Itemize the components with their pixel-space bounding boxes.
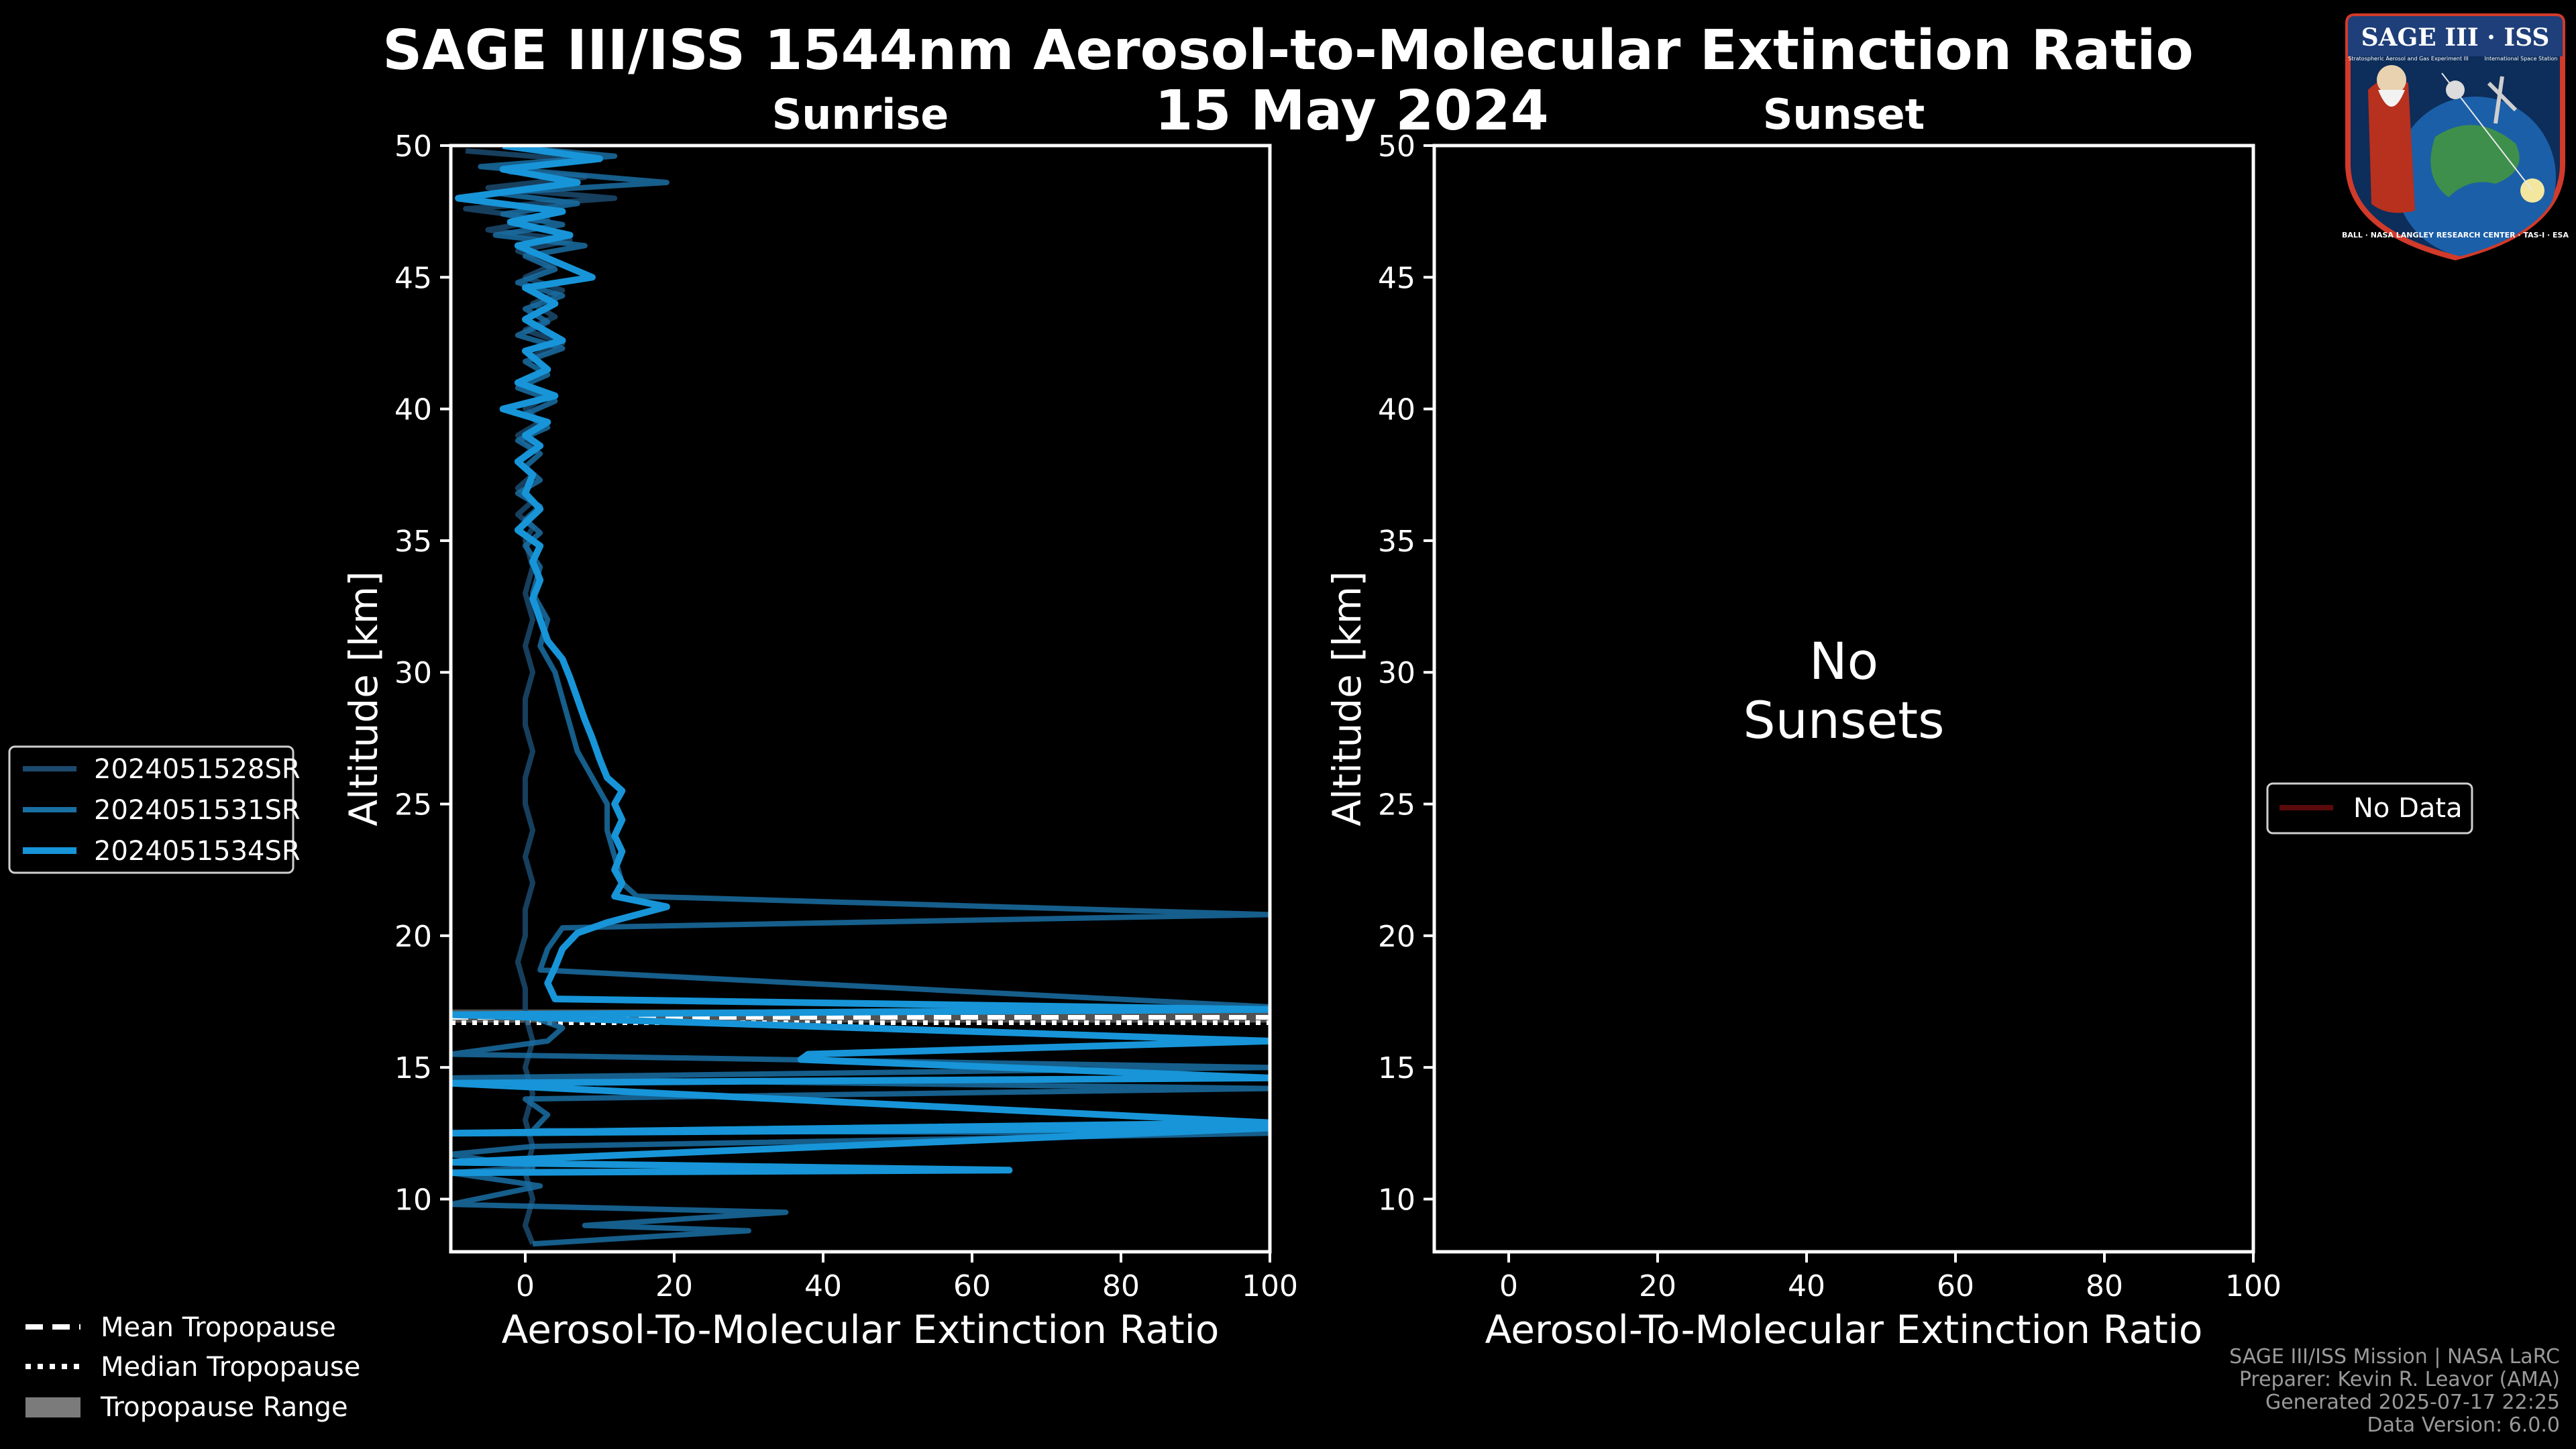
y-tick-label: 30 (1378, 656, 1415, 690)
logo-ring-text: BALL · NASA LANGLEY RESEARCH CENTER · TA… (2342, 231, 2569, 239)
main-title: SAGE III/ISS 1544nm Aerosol-to-Molecular… (382, 19, 2194, 83)
x-tick-label: 100 (1242, 1269, 1298, 1303)
legend-label-2024051528SR: 2024051528SR (94, 754, 301, 785)
x-tick-label: 100 (2225, 1269, 2282, 1303)
y-tick-label: 40 (394, 393, 432, 427)
x-tick-label: 0 (516, 1269, 535, 1303)
legend-swatch-range (25, 1397, 80, 1417)
no-sunsets-annotation: Sunsets (1743, 690, 1944, 750)
y-tick-label: 15 (394, 1051, 432, 1085)
y-tick-label: 20 (394, 920, 432, 954)
x-tick-label: 60 (953, 1269, 991, 1303)
y-tick-label: 40 (1378, 393, 1415, 427)
footer-line: Data Version: 6.0.0 (2367, 1413, 2560, 1437)
footer-line: Generated 2025-07-17 22:25 (2265, 1391, 2560, 1414)
plot-frame (1432, 144, 2255, 1254)
x-tick-label: 40 (1788, 1269, 1825, 1303)
legend-label-2024051534SR: 2024051534SR (94, 836, 301, 867)
x-axis-label: Aerosol-To-Molecular Extinction Ratio (502, 1307, 1220, 1352)
logo-subtitle-text: Stratospheric Aerosol and Gas Experiment… (2348, 56, 2468, 62)
tropopause-legend-label: Median Tropopause (101, 1352, 360, 1383)
x-tick-label: 0 (1499, 1269, 1518, 1303)
y-tick-label: 35 (1378, 525, 1415, 559)
x-tick-label: 80 (1102, 1269, 1140, 1303)
y-tick-label: 10 (1378, 1183, 1415, 1217)
y-tick-label: 45 (1378, 261, 1415, 295)
series-group (451, 146, 1270, 1247)
y-tick-label: 50 (394, 129, 432, 164)
x-tick-label: 20 (1639, 1269, 1676, 1303)
y-axis-label: Altitude [km] (341, 571, 386, 826)
legend-label-no-data: No Data (2353, 793, 2463, 824)
footer-credits: SAGE III/ISS Mission | NASA LaRC Prepare… (2229, 1346, 2560, 1437)
footer-line: Preparer: Kevin R. Leavor (AMA) (2239, 1368, 2560, 1391)
series-line-2024051531SR (451, 146, 1270, 1247)
y-tick-label: 10 (394, 1183, 432, 1217)
y-tick-label: 45 (394, 261, 432, 295)
y-tick-label: 50 (1378, 129, 1415, 164)
y-tick-label: 25 (394, 788, 432, 822)
series-line-2024051534SR (451, 146, 1270, 1177)
date-subtitle: 15 May 2024 (1155, 79, 1549, 143)
x-tick-label: 40 (804, 1269, 842, 1303)
panel-title-sunset: Sunset (1763, 90, 1925, 139)
panel-title-sunrise: Sunrise (772, 90, 949, 139)
plot-frame (449, 144, 1272, 1254)
x-tick-label: 80 (2086, 1269, 2123, 1303)
sunset-legend-box (2266, 782, 2473, 835)
plot-area (1434, 146, 2253, 1252)
no-sunsets-annotation: No (1809, 631, 1878, 691)
y-tick-label: 15 (1378, 1051, 1415, 1085)
footer-line: SAGE III/ISS Mission | NASA LaRC (2229, 1345, 2560, 1368)
tropopause-legend-label: Mean Tropopause (101, 1312, 336, 1343)
sunrise-legend-box (8, 745, 294, 874)
logo-right-text: International Space Station (2485, 56, 2558, 62)
tropopause-legend-label: Tropopause Range (100, 1392, 348, 1423)
y-tick-label: 35 (394, 525, 432, 559)
y-tick-label: 25 (1378, 788, 1415, 822)
x-tick-label: 60 (1937, 1269, 1974, 1303)
x-tick-label: 20 (655, 1269, 693, 1303)
sage-iii-iss-logo: SAGE III · ISS Stratospheric Aerosol and… (2342, 13, 2569, 261)
logo-title-text: SAGE III · ISS (2361, 23, 2550, 52)
y-axis-label: Altitude [km] (1324, 571, 1370, 826)
y-tick-label: 20 (1378, 920, 1415, 954)
legend-label-2024051531SR: 2024051531SR (94, 795, 301, 826)
y-tick-label: 30 (394, 656, 432, 690)
x-axis-label: Aerosol-To-Molecular Extinction Ratio (1485, 1307, 2203, 1352)
